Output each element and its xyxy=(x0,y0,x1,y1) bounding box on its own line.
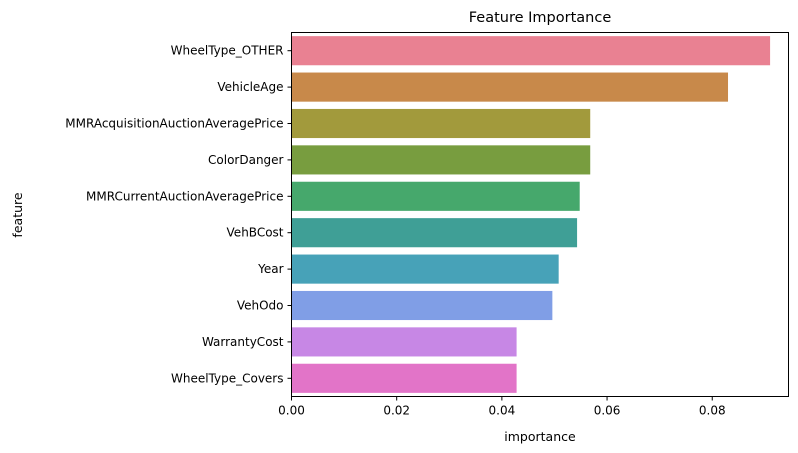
bar-wheeltype-other xyxy=(291,36,771,66)
bars-group xyxy=(291,36,771,393)
chart-title: Feature Importance xyxy=(469,10,612,26)
bar-wheeltype-covers xyxy=(291,363,517,393)
y-tick-label: WheelType_OTHER xyxy=(171,44,284,58)
bar-mmracquisitionauctionaverageprice xyxy=(291,108,591,139)
bar-vehicleage xyxy=(291,72,729,102)
bar-vehodo xyxy=(291,290,553,321)
y-tick-label: VehOdo xyxy=(237,299,284,313)
plot-frame xyxy=(291,32,789,397)
x-tick-label: 0.00 xyxy=(278,404,305,418)
x-tick-label: 0.08 xyxy=(699,404,726,418)
y-axis-label: feature xyxy=(10,192,25,237)
y-tick-label: VehBCost xyxy=(227,226,284,240)
x-axis-label: importance xyxy=(504,429,576,444)
x-tick-label: 0.02 xyxy=(383,404,410,418)
y-tick-label: ColorDanger xyxy=(208,153,284,167)
y-axis-ticks: WheelType_OTHER VehicleAge MMRAcquisitionA… xyxy=(65,44,292,385)
x-tick-label: 0.06 xyxy=(594,404,621,418)
y-tick-label: Year xyxy=(257,262,283,276)
y-tick-label: WheelType_Covers xyxy=(171,371,284,385)
y-tick-label: VehicleAge xyxy=(217,80,283,94)
bar-vehbcost xyxy=(291,218,578,248)
bar-mmrcurrentauctionaverageprice xyxy=(291,181,580,211)
bar-colordanger xyxy=(291,145,591,175)
x-axis-ticks: 0.00 0.02 0.04 0.06 0.08 xyxy=(278,396,726,418)
y-tick-label: WarrantyCost xyxy=(202,335,284,349)
y-tick-label: MMRAcquisitionAuctionAveragePrice xyxy=(65,117,283,131)
bar-year xyxy=(291,254,559,284)
x-tick-label: 0.04 xyxy=(489,404,516,418)
bar-warrantycost xyxy=(291,327,517,357)
y-tick-label: MMRCurrentAuctionAveragePrice xyxy=(86,189,283,203)
